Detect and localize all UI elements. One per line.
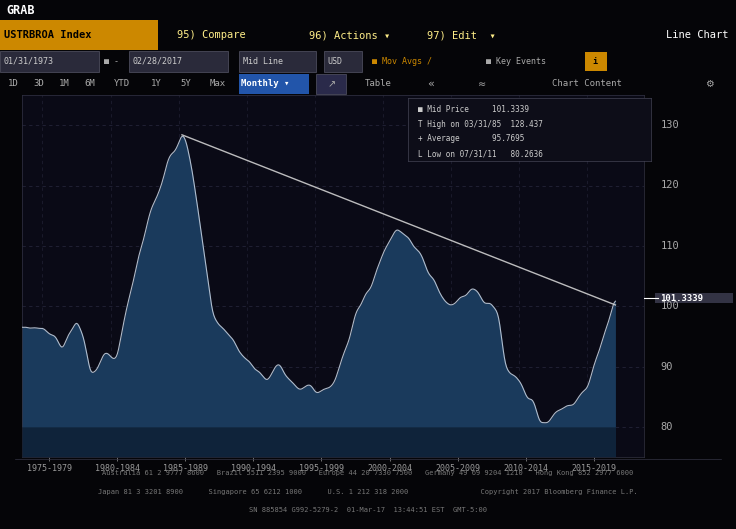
Text: ■ Mov Avgs /: ■ Mov Avgs / [372,57,436,66]
Text: 120: 120 [660,180,679,190]
Bar [324,51,362,72]
Text: Table: Table [364,79,392,88]
Bar [655,293,734,303]
Text: 3D: 3D [33,79,44,88]
Bar [239,51,316,72]
Bar [0,20,158,50]
Text: ⚙: ⚙ [705,79,714,89]
Text: Australia 61 2 9777 8600   Brazil 5511 2395 9000   Europe 44 20 7330 7500   Germ: Australia 61 2 9777 8600 Brazil 5511 239… [102,470,634,476]
Text: «: « [427,79,434,89]
Text: ■ Mid Price     101.3339: ■ Mid Price 101.3339 [418,105,529,114]
Text: 80: 80 [660,422,673,432]
Text: SN 885854 G992-5279-2  01-Mar-17  13:44:51 EST  GMT-5:00: SN 885854 G992-5279-2 01-Mar-17 13:44:51… [249,507,487,513]
Text: 1Y: 1Y [151,79,162,88]
Bar [316,74,346,94]
Text: Chart Content: Chart Content [552,79,622,88]
Bar [585,52,607,71]
Text: + Average       95.7695: + Average 95.7695 [418,134,525,143]
Text: 100: 100 [660,301,679,311]
Text: 5Y: 5Y [180,79,191,88]
Text: 96) Actions ▾: 96) Actions ▾ [309,30,390,40]
Text: 02/28/2017: 02/28/2017 [132,57,183,66]
Text: USD: USD [328,57,342,66]
Bar [129,51,228,72]
Text: USTRBROA Index: USTRBROA Index [4,30,91,40]
Text: 95) Compare: 95) Compare [177,30,245,40]
Text: Japan 81 3 3201 8900      Singapore 65 6212 1000      U.S. 1 212 318 2000       : Japan 81 3 3201 8900 Singapore 65 6212 1… [98,489,638,495]
Bar [0,51,99,72]
Text: 01/31/1973: 01/31/1973 [4,57,54,66]
Text: 6M: 6M [85,79,96,88]
Text: i: i [592,57,597,66]
Text: Line Chart: Line Chart [666,30,729,40]
Text: 130: 130 [660,120,679,130]
Text: L Low on 07/31/11   80.2636: L Low on 07/31/11 80.2636 [418,149,543,158]
Text: YTD: YTD [114,79,130,88]
Text: 110: 110 [660,241,679,251]
Text: 97) Edit  ▾: 97) Edit ▾ [427,30,495,40]
Text: 90: 90 [660,361,673,371]
Text: GRAB: GRAB [6,5,35,17]
Text: T High on 03/31/85  128.437: T High on 03/31/85 128.437 [418,120,543,129]
Text: ↗: ↗ [327,79,336,89]
Text: Mid Line: Mid Line [243,57,283,66]
Text: ≈: ≈ [478,79,486,89]
Bar [239,74,309,94]
Text: ■ Key Events: ■ Key Events [486,57,551,66]
Text: 1M: 1M [59,79,70,88]
Text: Max: Max [210,79,226,88]
Text: 101.3339: 101.3339 [660,294,704,303]
Text: ■ -: ■ - [99,57,124,66]
Text: Monthly ▾: Monthly ▾ [241,79,290,88]
Text: 1D: 1D [7,79,18,88]
